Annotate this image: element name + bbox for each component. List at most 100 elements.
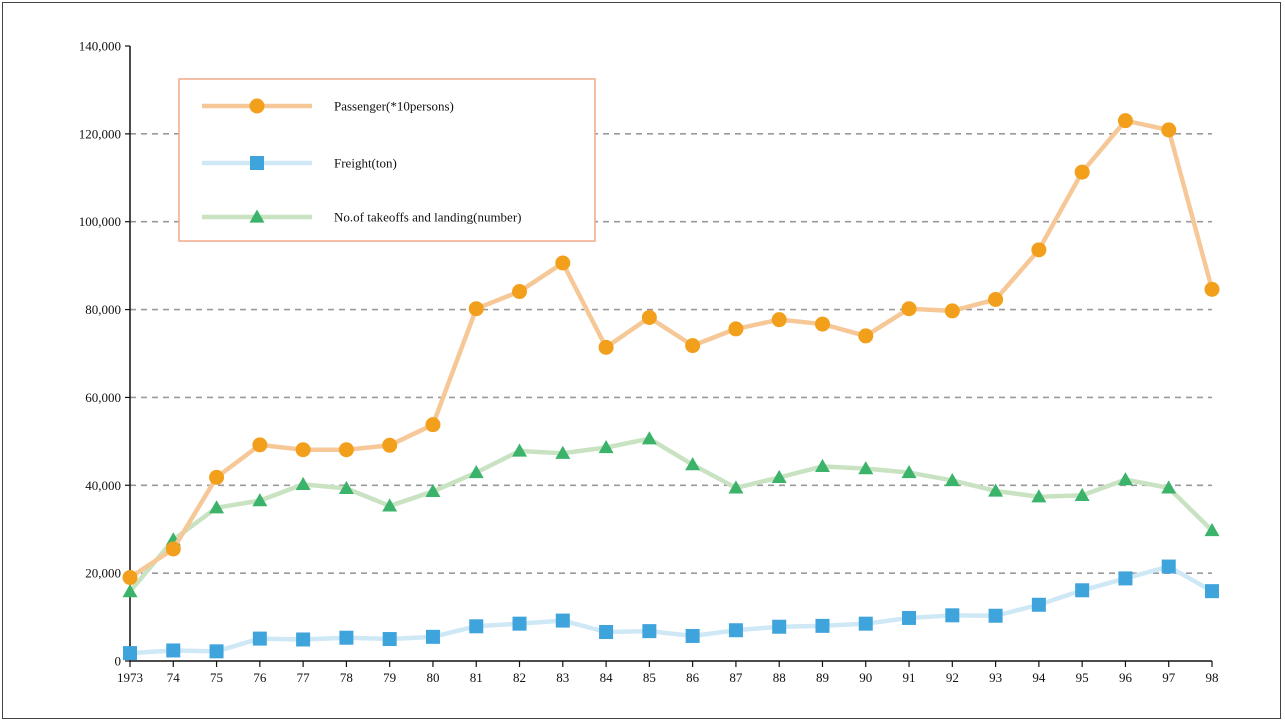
data-point [771,312,787,328]
legend-marker [249,98,265,114]
data-point [209,469,225,485]
data-point [295,442,311,458]
series-triangle [122,431,1220,598]
data-point [166,643,181,658]
data-point [685,457,701,471]
data-point [382,498,398,512]
x-tick-label: 94 [1032,670,1046,685]
data-point [1118,571,1133,586]
y-tick-label: 60,000 [85,390,121,405]
data-point [988,291,1004,307]
data-point [122,584,138,598]
data-point [425,629,440,644]
x-tick-label: 95 [1076,670,1089,685]
data-point [1075,583,1090,598]
data-point [555,613,570,628]
data-point [555,445,571,459]
data-point [641,431,657,445]
x-tick-label: 98 [1206,670,1219,685]
x-tick-label: 92 [946,670,959,685]
x-tick-label: 85 [643,670,656,685]
data-point [642,624,657,639]
data-point [1031,597,1046,612]
data-point [512,443,528,457]
x-tick-label: 74 [167,670,181,685]
data-point [1161,122,1177,138]
y-tick-label: 140,000 [79,39,121,54]
legend-marker [250,156,264,170]
x-tick-label: 89 [816,670,829,685]
data-point [338,480,354,494]
legend-marker [249,209,265,223]
data-point [1204,523,1220,537]
data-point [988,483,1004,497]
x-tick-label: 90 [859,670,872,685]
data-point [1074,487,1090,502]
x-tick-label: 96 [1119,670,1133,685]
data-point [468,465,484,479]
data-point [1161,480,1177,494]
series-line [128,436,1214,594]
data-point [512,284,528,300]
data-point [944,303,960,319]
data-point [945,608,960,623]
x-tick-label: 88 [773,670,786,685]
data-point [902,610,917,625]
data-point [772,619,787,634]
x-tick-label: 81 [470,670,483,685]
data-point [858,616,873,631]
data-point [468,301,484,317]
data-point [598,339,614,355]
x-tick-label: 86 [686,670,700,685]
data-point [728,623,743,638]
data-point [1117,472,1133,486]
data-point [295,476,311,491]
y-tick-label: 40,000 [85,478,121,493]
y-tick-label: 80,000 [85,302,121,317]
data-point [728,480,744,494]
series-line [129,564,1214,656]
data-point [1031,242,1047,258]
data-point [123,646,137,661]
x-axis-ticks: 1973 74 75 76 77 78 79 80 81 82 83 84 85 86 87 88 89 90 91… [117,661,1219,685]
y-tick-label: 0 [115,654,122,669]
x-tick-label: 78 [340,670,353,685]
legend-label: Freight(ton) [334,156,397,171]
data-point [901,301,917,317]
data-point [252,437,268,453]
data-point [425,483,441,498]
data-point [209,644,224,659]
data-point [858,328,874,344]
data-point [338,442,354,458]
data-point [382,632,397,647]
data-point [988,608,1003,623]
data-point [599,625,614,640]
data-point [512,616,527,631]
x-tick-label: 87 [729,670,743,685]
axes [129,46,1212,662]
y-axis-ticks: 0 20,000 40,000 60,000 80,000 100,000 120,000 1… [79,39,130,669]
data-point [382,437,398,453]
data-point [1031,489,1047,503]
data-point [339,630,354,645]
y-tick-label: 100,000 [79,214,121,229]
data-point [685,338,701,354]
data-point [555,255,571,271]
data-point [1161,559,1176,574]
data-point [209,500,225,514]
data-point [1117,113,1133,129]
data-point [858,461,874,475]
data-point [944,472,960,487]
x-tick-label: 80 [426,670,439,685]
data-point [165,541,181,557]
data-point [469,619,484,634]
legend-label: No.of takeoffs and landing(number) [334,210,521,225]
data-point [901,465,917,479]
x-tick-label: 83 [556,670,569,685]
x-tick-label: 79 [383,670,396,685]
data-point [296,632,311,647]
data-point [641,309,657,325]
data-point [252,493,268,507]
x-tick-label: 93 [989,670,1002,685]
